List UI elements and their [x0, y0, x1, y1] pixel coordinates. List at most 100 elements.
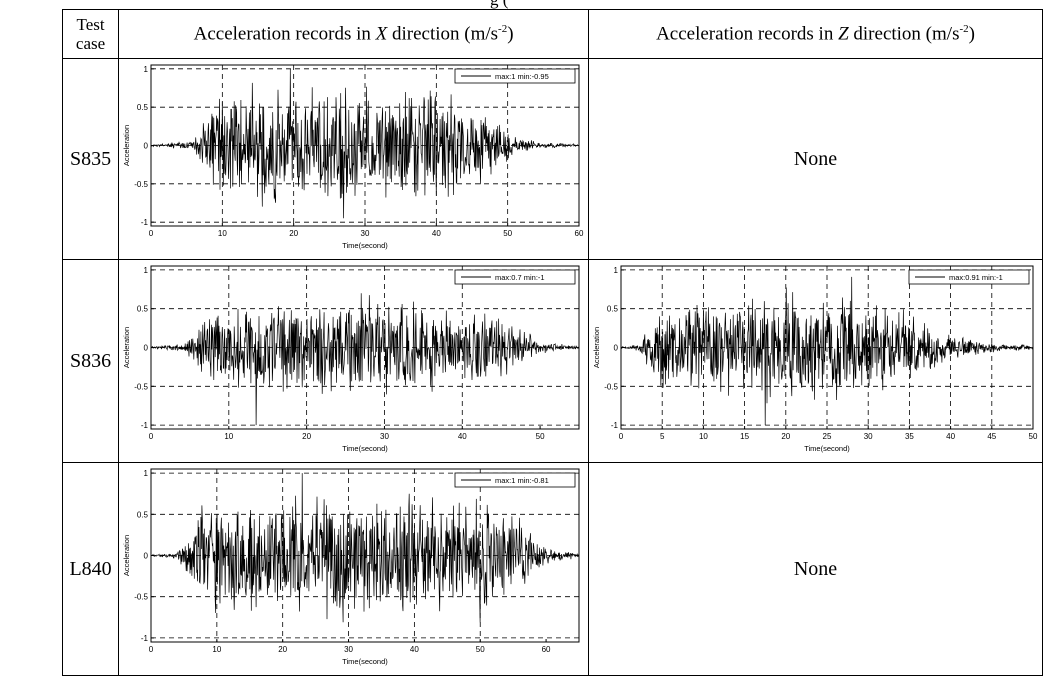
- y-tick-label: 1: [144, 469, 149, 478]
- x-tick-label: 40: [410, 645, 419, 654]
- x-tick-label: 10: [224, 432, 233, 441]
- x-tick-label: 30: [380, 432, 389, 441]
- row-l840: L840 0 10 20 30 40 50 60 -1 -0.5 0 0.5 1 Time(second…: [61, 462, 1043, 676]
- y-axis-label: Acceleration: [122, 535, 131, 576]
- x-tick-label: 40: [946, 432, 955, 441]
- legend-box: [454, 472, 576, 488]
- x-tick-label: 20: [278, 645, 287, 654]
- x-tick-label: 0: [149, 645, 154, 654]
- test-case-label: S835: [61, 58, 120, 260]
- caption-fragment: g (: [490, 0, 508, 10]
- header-x-exponent: -2: [498, 22, 508, 35]
- x-tick-label: 50: [536, 432, 545, 441]
- y-axis-label: Acceleration: [592, 327, 601, 368]
- x-tick-label: 10: [699, 432, 708, 441]
- x-tick-label: 30: [361, 229, 370, 238]
- acceleration-series-line: [150, 293, 580, 426]
- y-tick-label: 0.5: [137, 510, 149, 519]
- x-tick-label: 10: [218, 229, 227, 238]
- header-x-close: ): [507, 23, 514, 45]
- x-tick-label: 60: [542, 645, 551, 654]
- acceleration-records-table: Test case Acceleration records in X dire…: [61, 9, 1043, 676]
- x-axis-label: Time(second): [342, 444, 388, 453]
- acceleration-series-line: [151, 473, 580, 623]
- x-tick-label: 30: [344, 645, 353, 654]
- acceleration-series-line: [620, 276, 1034, 426]
- y-tick-label: -0.5: [134, 593, 148, 602]
- x-tick-label: 45: [987, 432, 996, 441]
- chart-s836-x: 0 10 20 30 40 50 -1 -0.5 0 0.5 1 Time(second) Accele…: [122, 265, 580, 453]
- x-axis-label: Time(second): [804, 444, 850, 453]
- x-tick-label: 0: [149, 432, 154, 441]
- legend-box: [454, 68, 576, 84]
- y-axis-label: Acceleration: [122, 125, 131, 166]
- x-tick-label: 40: [432, 229, 441, 238]
- y-tick-label: 0.5: [137, 103, 149, 112]
- x-tick-label: 5: [660, 432, 665, 441]
- header-x-suffix: direction (m/s: [387, 23, 499, 45]
- legend-box: [454, 269, 576, 285]
- x-tick-label: 20: [289, 229, 298, 238]
- legend-text: max:1 min:-0.81: [495, 476, 549, 485]
- y-tick-label: 0.5: [607, 305, 619, 314]
- header-test-case: Test case: [61, 9, 120, 59]
- header-z-direction: Acceleration records in Z direction (m/s…: [588, 9, 1043, 59]
- x-tick-label: 20: [781, 432, 790, 441]
- y-tick-label: 1: [144, 266, 149, 275]
- chart-s835-x: 0 10 20 30 40 50 60 -1 -0.5 0 0.5 1 Time(second) Acce…: [122, 64, 584, 250]
- legend-text: max:0.91 min:-1: [949, 273, 1003, 282]
- legend-box: [908, 269, 1030, 285]
- row-s835: S835 0 10 20 30 40 50 60 -1 -0.5 0 0.5 1 Time(second…: [61, 58, 1043, 260]
- y-tick-label: -1: [141, 218, 149, 227]
- y-tick-label: -0.5: [134, 382, 148, 391]
- x-tick-label: 35: [905, 432, 914, 441]
- y-tick-label: -1: [141, 634, 149, 643]
- x-tick-label: 0: [149, 229, 154, 238]
- y-tick-label: 1: [144, 65, 149, 74]
- header-z-suffix: direction (m/s: [848, 23, 960, 45]
- y-tick-label: -1: [141, 421, 149, 430]
- y-tick-label: -0.5: [134, 180, 148, 189]
- row-s836: S836 0 10 20 30 40 50 -1 -0.5 0 0.5 1 Time(second) A…: [61, 259, 1043, 463]
- acceleration-series-line: [150, 68, 580, 219]
- x-tick-label: 40: [458, 432, 467, 441]
- chart-s836-z: 0 5 10 15 20 25 30 35 40 45 50 -1 -0.5 0 0.5 1 Time(seco…: [592, 265, 1038, 453]
- header-x-direction: Acceleration records in X direction (m/s…: [118, 9, 590, 59]
- y-tick-label: 0: [614, 344, 619, 353]
- y-tick-label: 1: [614, 266, 619, 275]
- legend-text: max:1 min:-0.95: [495, 72, 549, 81]
- test-case-label: L840: [61, 462, 120, 676]
- y-tick-label: -1: [611, 421, 619, 430]
- header-z-axis-letter: Z: [838, 23, 849, 45]
- x-axis-label: Time(second): [342, 657, 388, 666]
- x-tick-label: 30: [864, 432, 873, 441]
- z-cell-none-s835: None: [588, 58, 1043, 260]
- x-tick-label: 0: [619, 432, 624, 441]
- y-tick-label: 0: [144, 344, 149, 353]
- header-x-prefix: Acceleration records in: [193, 23, 376, 45]
- plot-cell-l840-x: 0 10 20 30 40 50 60 -1 -0.5 0 0.5 1 Time(second) Acce…: [118, 462, 590, 676]
- x-tick-label: 20: [302, 432, 311, 441]
- legend-text: max:0.7 min:-1: [495, 273, 545, 282]
- x-tick-label: 50: [476, 645, 485, 654]
- header-z-exponent: -2: [959, 22, 969, 35]
- y-tick-label: 0: [144, 552, 149, 561]
- header-row: Test case Acceleration records in X dire…: [61, 9, 1043, 59]
- y-axis-label: Acceleration: [122, 327, 131, 368]
- x-tick-label: 25: [823, 432, 832, 441]
- x-tick-label: 60: [575, 229, 584, 238]
- header-z-close: ): [968, 23, 975, 45]
- y-tick-label: 0.5: [137, 305, 149, 314]
- y-tick-label: 0: [144, 142, 149, 151]
- header-x-axis-letter: X: [375, 23, 388, 45]
- z-cell-none-l840: None: [588, 462, 1043, 676]
- x-tick-label: 15: [740, 432, 749, 441]
- plot-cell-s836-x: 0 10 20 30 40 50 -1 -0.5 0 0.5 1 Time(second) Accele…: [118, 259, 590, 463]
- plot-cell-s835-x: 0 10 20 30 40 50 60 -1 -0.5 0 0.5 1 Time(second) Acce…: [118, 58, 590, 260]
- chart-l840-x: 0 10 20 30 40 50 60 -1 -0.5 0 0.5 1 Time(second) Acce…: [122, 468, 580, 666]
- header-test-case-line2: case: [75, 34, 106, 53]
- x-tick-label: 10: [213, 645, 222, 654]
- x-tick-label: 50: [503, 229, 512, 238]
- plot-cell-s836-z: 0 5 10 15 20 25 30 35 40 45 50 -1 -0.5 0 0.5 1 Time(seco…: [588, 259, 1043, 463]
- y-tick-label: -0.5: [604, 382, 618, 391]
